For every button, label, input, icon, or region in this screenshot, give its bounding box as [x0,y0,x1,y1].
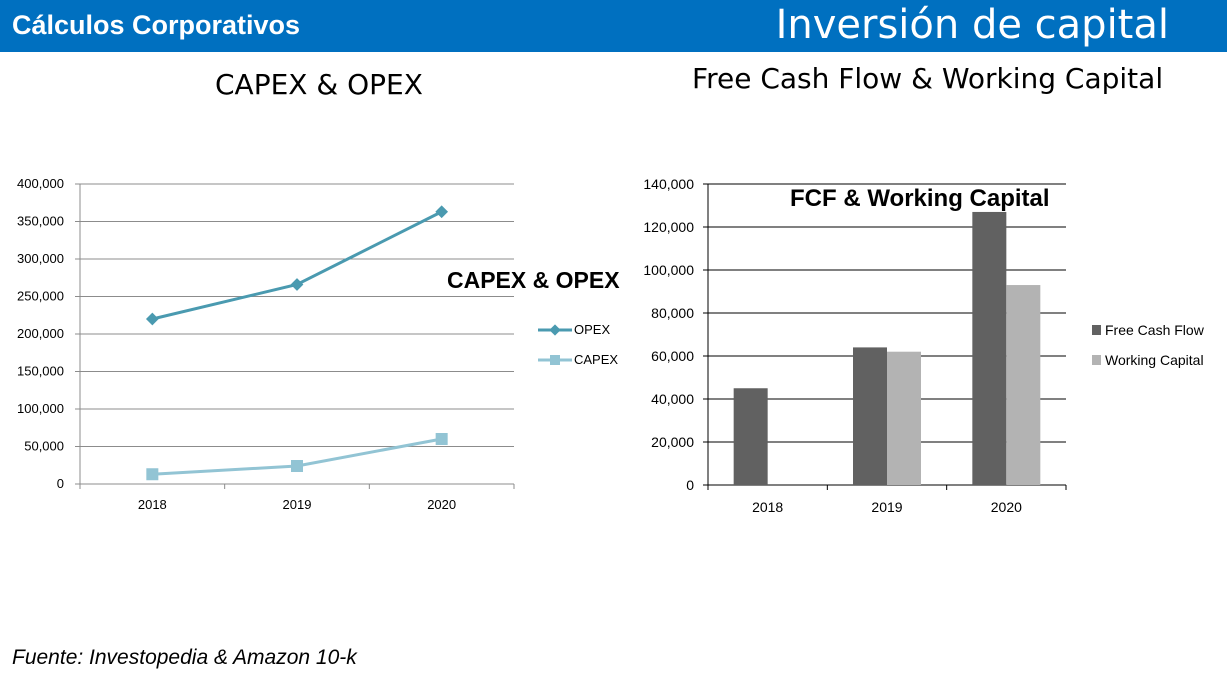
chart-title: CAPEX & OPEX [447,267,620,293]
y-tick-label: 0 [57,476,64,491]
legend-swatch-working-capital [1092,355,1101,365]
series-line-opex [151,210,443,321]
chart-title: FCF & Working Capital [790,185,1050,212]
y-tick-label: 140,000 [643,176,694,192]
bar-working-capital [887,351,921,485]
header-bar: Cálculos Corporativos Inversión de capit… [0,0,1227,52]
y-tick-label: 400,000 [17,176,64,191]
y-tick-label: 350,000 [17,214,64,229]
y-tick-label: 20,000 [651,434,694,450]
x-tick-label: 2020 [427,497,456,512]
bar-free-cash-flow [853,347,887,485]
bar-free-cash-flow [733,388,768,485]
bar-free-cash-flow [972,211,1007,485]
y-tick-label: 60,000 [651,348,694,364]
y-tick-label: 100,000 [643,262,694,278]
y-tick-label: 50,000 [24,439,64,454]
x-tick-label: 2019 [871,499,902,515]
section-title-fcf-wc: Free Cash Flow & Working Capital [692,62,1164,95]
y-tick-label: 100,000 [17,401,64,416]
legend-label-opex: OPEX [574,322,610,337]
y-tick-label: 0 [686,477,694,493]
source-note: Fuente: Investopedia & Amazon 10-k [12,646,357,669]
y-tick-label: 40,000 [651,391,694,407]
y-tick-label: 120,000 [643,219,694,235]
data-point-opex [145,312,159,326]
legend-swatch-free-cash-flow [1092,325,1101,335]
x-tick-label: 2018 [752,499,783,515]
y-tick-label: 200,000 [17,326,64,341]
legend-marker-capex [550,355,560,365]
y-tick-label: 80,000 [651,305,694,321]
x-tick-label: 2018 [138,497,167,512]
section-title-capex-opex: CAPEX & OPEX [215,68,423,101]
data-point-capex [435,433,448,445]
y-tick-label: 250,000 [17,289,64,304]
data-point-opex [435,205,449,219]
legend-label-capex: CAPEX [574,352,618,367]
capex-opex-line-chart: 0 50,000 100,000 150,000 200,000 250,000 300,0… [17,176,620,512]
data-point-opex [290,278,304,291]
data-point-capex [146,468,159,481]
y-tick-label: 300,000 [17,251,64,266]
legend-label-working-capital: Working Capital [1105,352,1204,368]
x-tick-label: 2020 [991,499,1022,515]
header-left-title: Cálculos Corporativos [12,10,301,40]
y-tick-label: 150,000 [17,364,64,379]
legend-marker-opex [549,324,561,336]
legend-label-free-cash-flow: Free Cash Flow [1105,322,1205,338]
bar-working-capital [1006,285,1041,485]
x-tick-label: 2019 [283,497,312,512]
data-point-capex [291,460,303,472]
fcf-working-capital-bar-chart: 0 20,000 40,000 60,000 80,000 100,000 120,000 1… [643,176,1205,515]
header-right-title: Inversión de capital [775,2,1169,48]
